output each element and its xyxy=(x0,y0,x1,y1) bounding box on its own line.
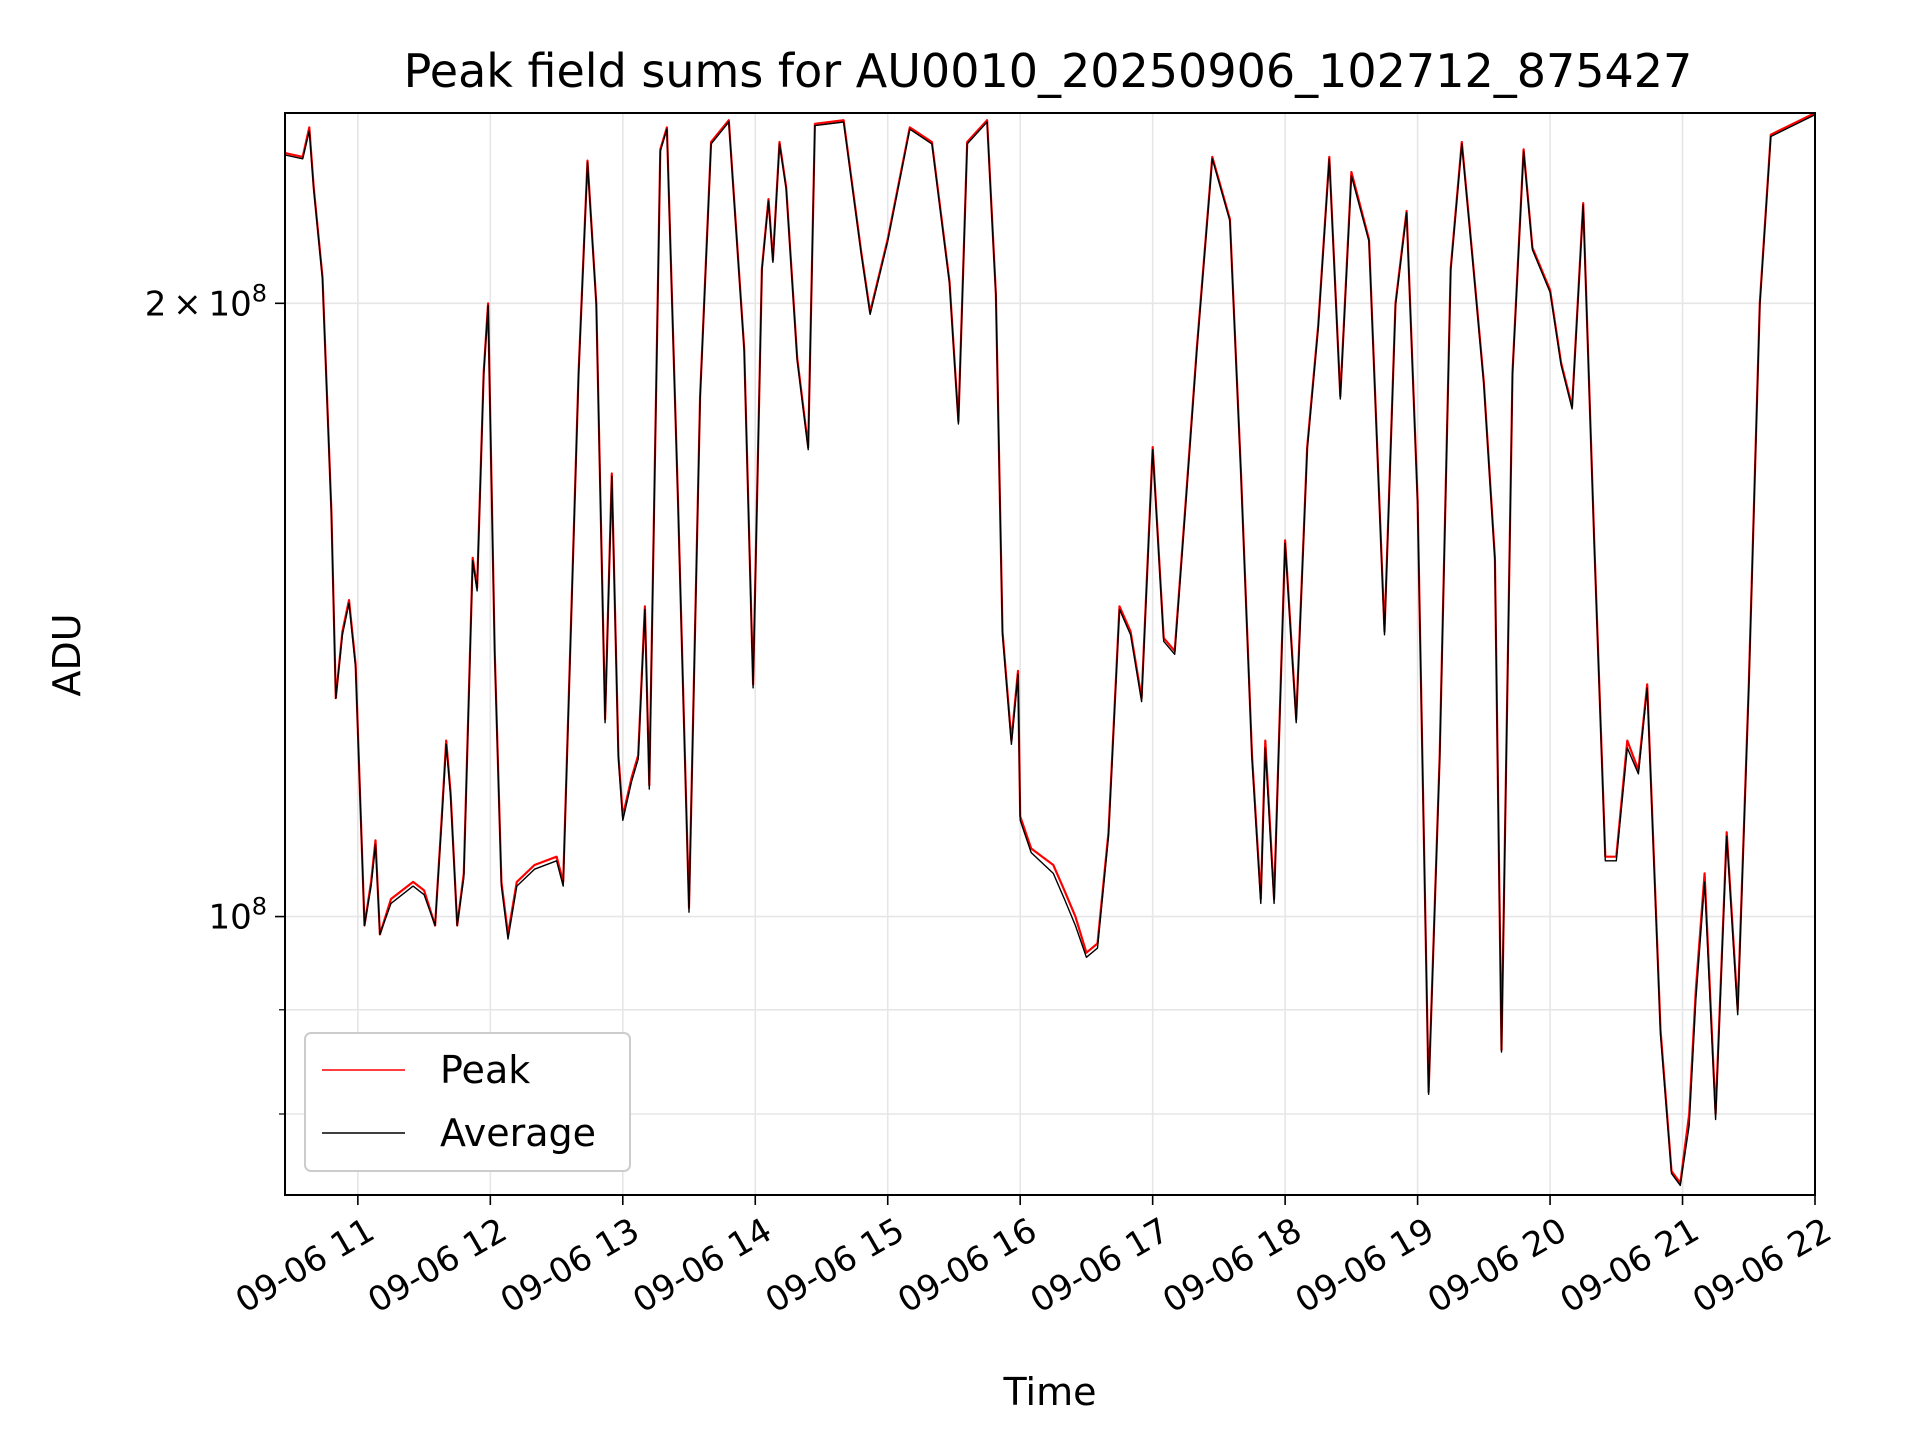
plot-background xyxy=(285,113,1815,1195)
legend-peak-label: Peak xyxy=(440,1048,530,1092)
x-axis-label: Time xyxy=(1003,1370,1097,1414)
plot-frame xyxy=(284,112,1816,1196)
series-lines xyxy=(284,112,1816,1187)
series-line-average xyxy=(284,114,1816,1187)
chart-title: Peak field sums for AU0010_20250906_1027… xyxy=(404,44,1693,98)
legend-box xyxy=(304,1032,631,1172)
legend-average-label: Average xyxy=(440,1111,596,1155)
legend: Peak Average xyxy=(304,1032,631,1172)
y-axis-label: ADU xyxy=(45,613,89,696)
y-tick-label: 2 × 108 xyxy=(145,279,267,324)
